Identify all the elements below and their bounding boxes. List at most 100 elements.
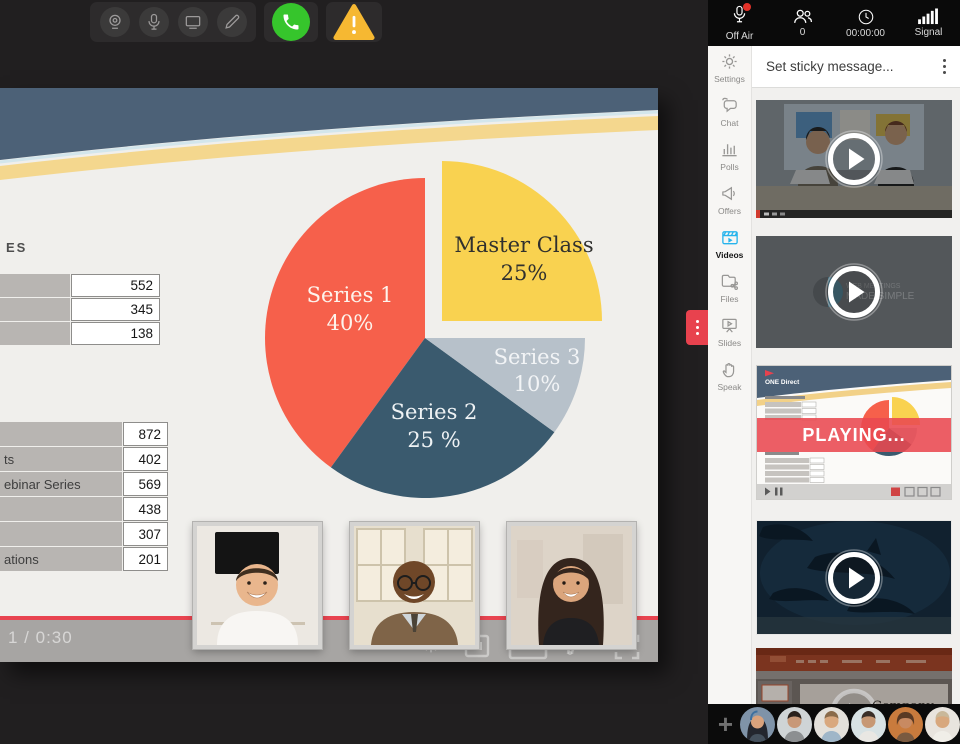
video-thumbnail-dolphins[interactable]: [756, 520, 952, 635]
participant-avatar-1[interactable]: [740, 706, 775, 742]
row-label: ebinar Series: [0, 472, 122, 496]
slide-header-graphic: [0, 88, 658, 180]
microphone-off-icon: [731, 2, 751, 29]
add-participant-button[interactable]: +: [717, 709, 734, 739]
alert-group: [326, 2, 382, 42]
mini-slide-logo: ONE Direct: [765, 379, 800, 386]
video-thumbnail-logo[interactable]: WEB MEETINGS MADE SIMPLE: [756, 236, 952, 348]
webcam-feed-presenter-1[interactable]: [193, 522, 322, 649]
pie-pct: 25%: [501, 261, 548, 285]
gear-icon: [722, 54, 737, 69]
webcam-feed-presenter-3[interactable]: [507, 522, 636, 649]
timer-icon: [858, 9, 873, 24]
screen-share-icon: [185, 15, 200, 29]
sidebar-item-videos[interactable]: Videos: [708, 222, 751, 266]
row-value: 201: [123, 547, 168, 571]
pie-slice-series2: [330, 338, 555, 498]
row-label: [0, 322, 70, 345]
attendees-icon: [793, 9, 812, 23]
row-label: [0, 298, 70, 321]
attendees-counter[interactable]: 0: [771, 0, 834, 46]
microphone-button[interactable]: [138, 7, 169, 37]
participant-avatar-3[interactable]: [814, 706, 849, 742]
screen-share-button[interactable]: [177, 7, 208, 37]
pie-slice-series3: [425, 338, 585, 433]
pie-label: Series 3: [494, 345, 581, 369]
video-thumbnail-slides-playing[interactable]: ONE Direct PLAYING...: [756, 365, 952, 500]
session-timer: 00:00:00: [834, 0, 897, 46]
table-row: 438: [0, 497, 168, 521]
phone-call-button[interactable]: [272, 3, 310, 41]
logo-watermark: MADE SIMPLE: [846, 291, 915, 302]
sidebar-item-polls[interactable]: Polls: [708, 134, 751, 178]
signal-status: Signal: [897, 0, 960, 46]
signal-label: Signal: [914, 27, 943, 38]
pie-slice-masterclass: [442, 161, 602, 321]
slides-screen-icon: [722, 318, 737, 333]
row-value: 552: [71, 274, 160, 297]
status-bar: Off Air 0 00:00:00 Signal: [708, 0, 960, 46]
svg-text:WEB MEETINGS: WEB MEETINGS: [846, 283, 901, 290]
row-label: [0, 497, 122, 521]
sidebar-item-slides[interactable]: Slides: [708, 310, 751, 354]
draw-icon: [224, 14, 239, 29]
pie-pct: 10%: [514, 372, 561, 396]
presentation-slide: ES 552 345 138 Series 1 40% Master Class…: [0, 88, 658, 662]
sidebar-collapse-handle[interactable]: [686, 310, 708, 345]
pie-slice-series1: [265, 178, 425, 468]
timer-value: 00:00:00: [846, 27, 885, 39]
slide-progress-bar[interactable]: [0, 616, 658, 620]
sidebar-item-speak[interactable]: Speak: [708, 354, 751, 398]
folder-share-icon: [721, 274, 739, 291]
sticky-message-input[interactable]: Set sticky message...: [766, 59, 894, 74]
row-value: 438: [123, 497, 168, 521]
slide-bottom-table: 872 ts 402 ebinar Series 569 438 307 ation…: [0, 422, 168, 571]
sidebar: Off Air 0 00:00:00 Signal Set sticky mes…: [708, 0, 960, 744]
bar-chart-icon: [722, 144, 737, 157]
table-row: ations 201: [0, 547, 168, 571]
table-row: 307: [0, 522, 168, 546]
row-value: 569: [123, 472, 168, 496]
draw-button[interactable]: [216, 7, 247, 37]
webcam-feed-presenter-2[interactable]: [350, 522, 479, 649]
participant-avatar-6[interactable]: [925, 706, 960, 742]
table-row: 552: [0, 274, 160, 297]
attendees-count: 0: [799, 27, 806, 38]
off-air-indicator: [743, 2, 751, 11]
participant-avatar-4[interactable]: [851, 706, 886, 742]
call-group: [264, 2, 318, 42]
megaphone-icon: [722, 186, 735, 201]
slide-top-table: 552 345 138: [0, 274, 160, 345]
pie-label: Series 1: [307, 283, 394, 307]
sidebar-item-chat[interactable]: Chat: [708, 90, 751, 134]
sidebar-item-offers[interactable]: Offers: [708, 178, 751, 222]
microphone-icon: [147, 13, 160, 30]
sidebar-item-files[interactable]: Files: [708, 266, 751, 310]
webcam-button[interactable]: [99, 7, 130, 37]
warning-button[interactable]: [333, 3, 375, 41]
row-value: 138: [71, 322, 160, 345]
table-row: 872: [0, 422, 168, 446]
pie-pct: 40%: [327, 311, 374, 335]
sidebar-item-settings[interactable]: Settings: [708, 46, 751, 90]
warning-triangle-icon: [333, 4, 375, 40]
presentation-caption: Company: [872, 699, 935, 705]
pie-label: Series 2: [391, 400, 478, 424]
row-label: [0, 522, 122, 546]
playing-overlay: PLAYING...: [757, 418, 951, 452]
row-label: [0, 422, 122, 446]
row-value: 345: [71, 298, 160, 321]
table-row: 138: [0, 322, 160, 345]
kebab-menu-icon[interactable]: [932, 59, 956, 74]
pie-chart: Series 1 40% Master Class 25% Series 3 1…: [265, 161, 602, 498]
sticky-message-bar: Set sticky message...: [752, 46, 960, 88]
video-thumbnail-presentation[interactable]: Company: [756, 648, 952, 705]
participant-avatar-5[interactable]: [888, 706, 923, 742]
raise-hand-icon: [722, 362, 735, 378]
off-air-toggle[interactable]: Off Air: [708, 0, 771, 46]
slide-heading-fragment: ES: [6, 240, 28, 255]
participant-avatar-2[interactable]: [777, 706, 812, 742]
chat-bubbles-icon: [722, 97, 737, 113]
video-thumbnail-presenters[interactable]: [756, 100, 952, 218]
